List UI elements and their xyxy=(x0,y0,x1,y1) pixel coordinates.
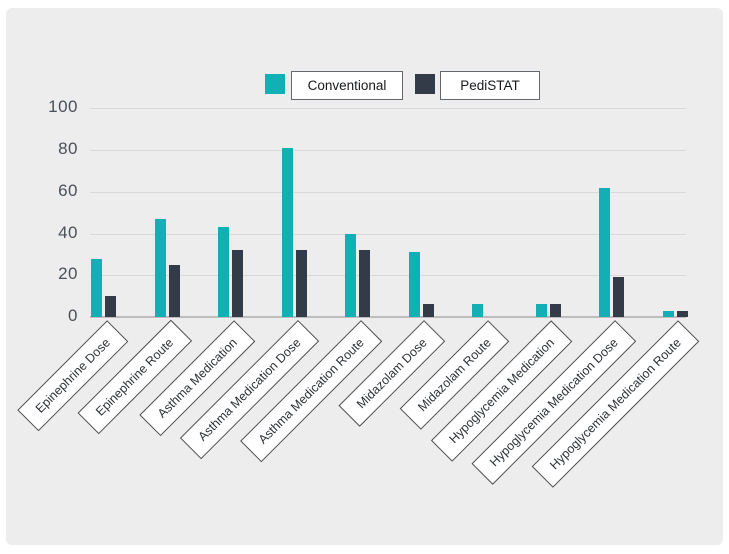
y-tick-label-80: 80 xyxy=(58,139,78,159)
bar-conventional-asthma-medication-dose xyxy=(281,148,293,317)
legend-label-pedistat: PediSTAT xyxy=(440,71,540,100)
legend-label-conventional: Conventional xyxy=(291,71,403,100)
bar-conventional-asthma-medication-route xyxy=(345,234,356,317)
gridline-40 xyxy=(90,233,686,235)
y-tick-label-20: 20 xyxy=(58,264,78,284)
gridline-80 xyxy=(90,150,686,152)
bar-pedistat-asthma-medication-route xyxy=(359,250,370,317)
bar-pedistat-midazolam-dose xyxy=(422,304,434,317)
bar-pedistat-hypoglycemia-medication-dose xyxy=(613,277,624,317)
gridline-60 xyxy=(90,191,686,193)
bar-pedistat-asthma-medication-dose xyxy=(295,250,307,317)
chart-panel: Conventional PediSTAT 0 20 40 60 80 100 Epinep… xyxy=(6,8,723,545)
bar-pedistat-asthma-medication xyxy=(232,250,243,317)
bar-conventional-hypoglycemia-medication-route xyxy=(662,311,674,317)
y-tick-label-60: 60 xyxy=(58,180,78,200)
bar-conventional-hypoglycemia-medication xyxy=(535,304,547,317)
bar-conventional-epinephrine-route xyxy=(154,219,166,317)
bar-conventional-hypoglycemia-medication-dose xyxy=(599,188,610,317)
bar-conventional-midazolam-dose xyxy=(408,252,420,317)
bar-pedistat-epinephrine-route xyxy=(168,265,180,317)
plot-area: 0 20 40 60 80 100 Epinephrine Dose Epinephrine … xyxy=(6,8,723,545)
gridline-20 xyxy=(90,275,686,277)
bar-conventional-asthma-medication xyxy=(218,227,229,317)
bar-pedistat-hypoglycemia-medication-route xyxy=(676,311,688,317)
y-tick-label-0: 0 xyxy=(68,306,78,326)
gridline-100 xyxy=(90,108,686,110)
legend-swatch-conventional-icon xyxy=(265,74,285,94)
x-axis-line xyxy=(90,316,686,318)
bar-pedistat-epinephrine-dose xyxy=(105,296,116,317)
y-tick-label-100: 100 xyxy=(48,97,78,117)
legend-swatch-pedistat-icon xyxy=(415,74,435,94)
bar-conventional-epinephrine-dose xyxy=(91,259,102,317)
bar-pedistat-hypoglycemia-medication xyxy=(549,304,561,317)
y-tick-label-40: 40 xyxy=(58,222,78,242)
bar-conventional-midazolam-route xyxy=(472,304,483,317)
